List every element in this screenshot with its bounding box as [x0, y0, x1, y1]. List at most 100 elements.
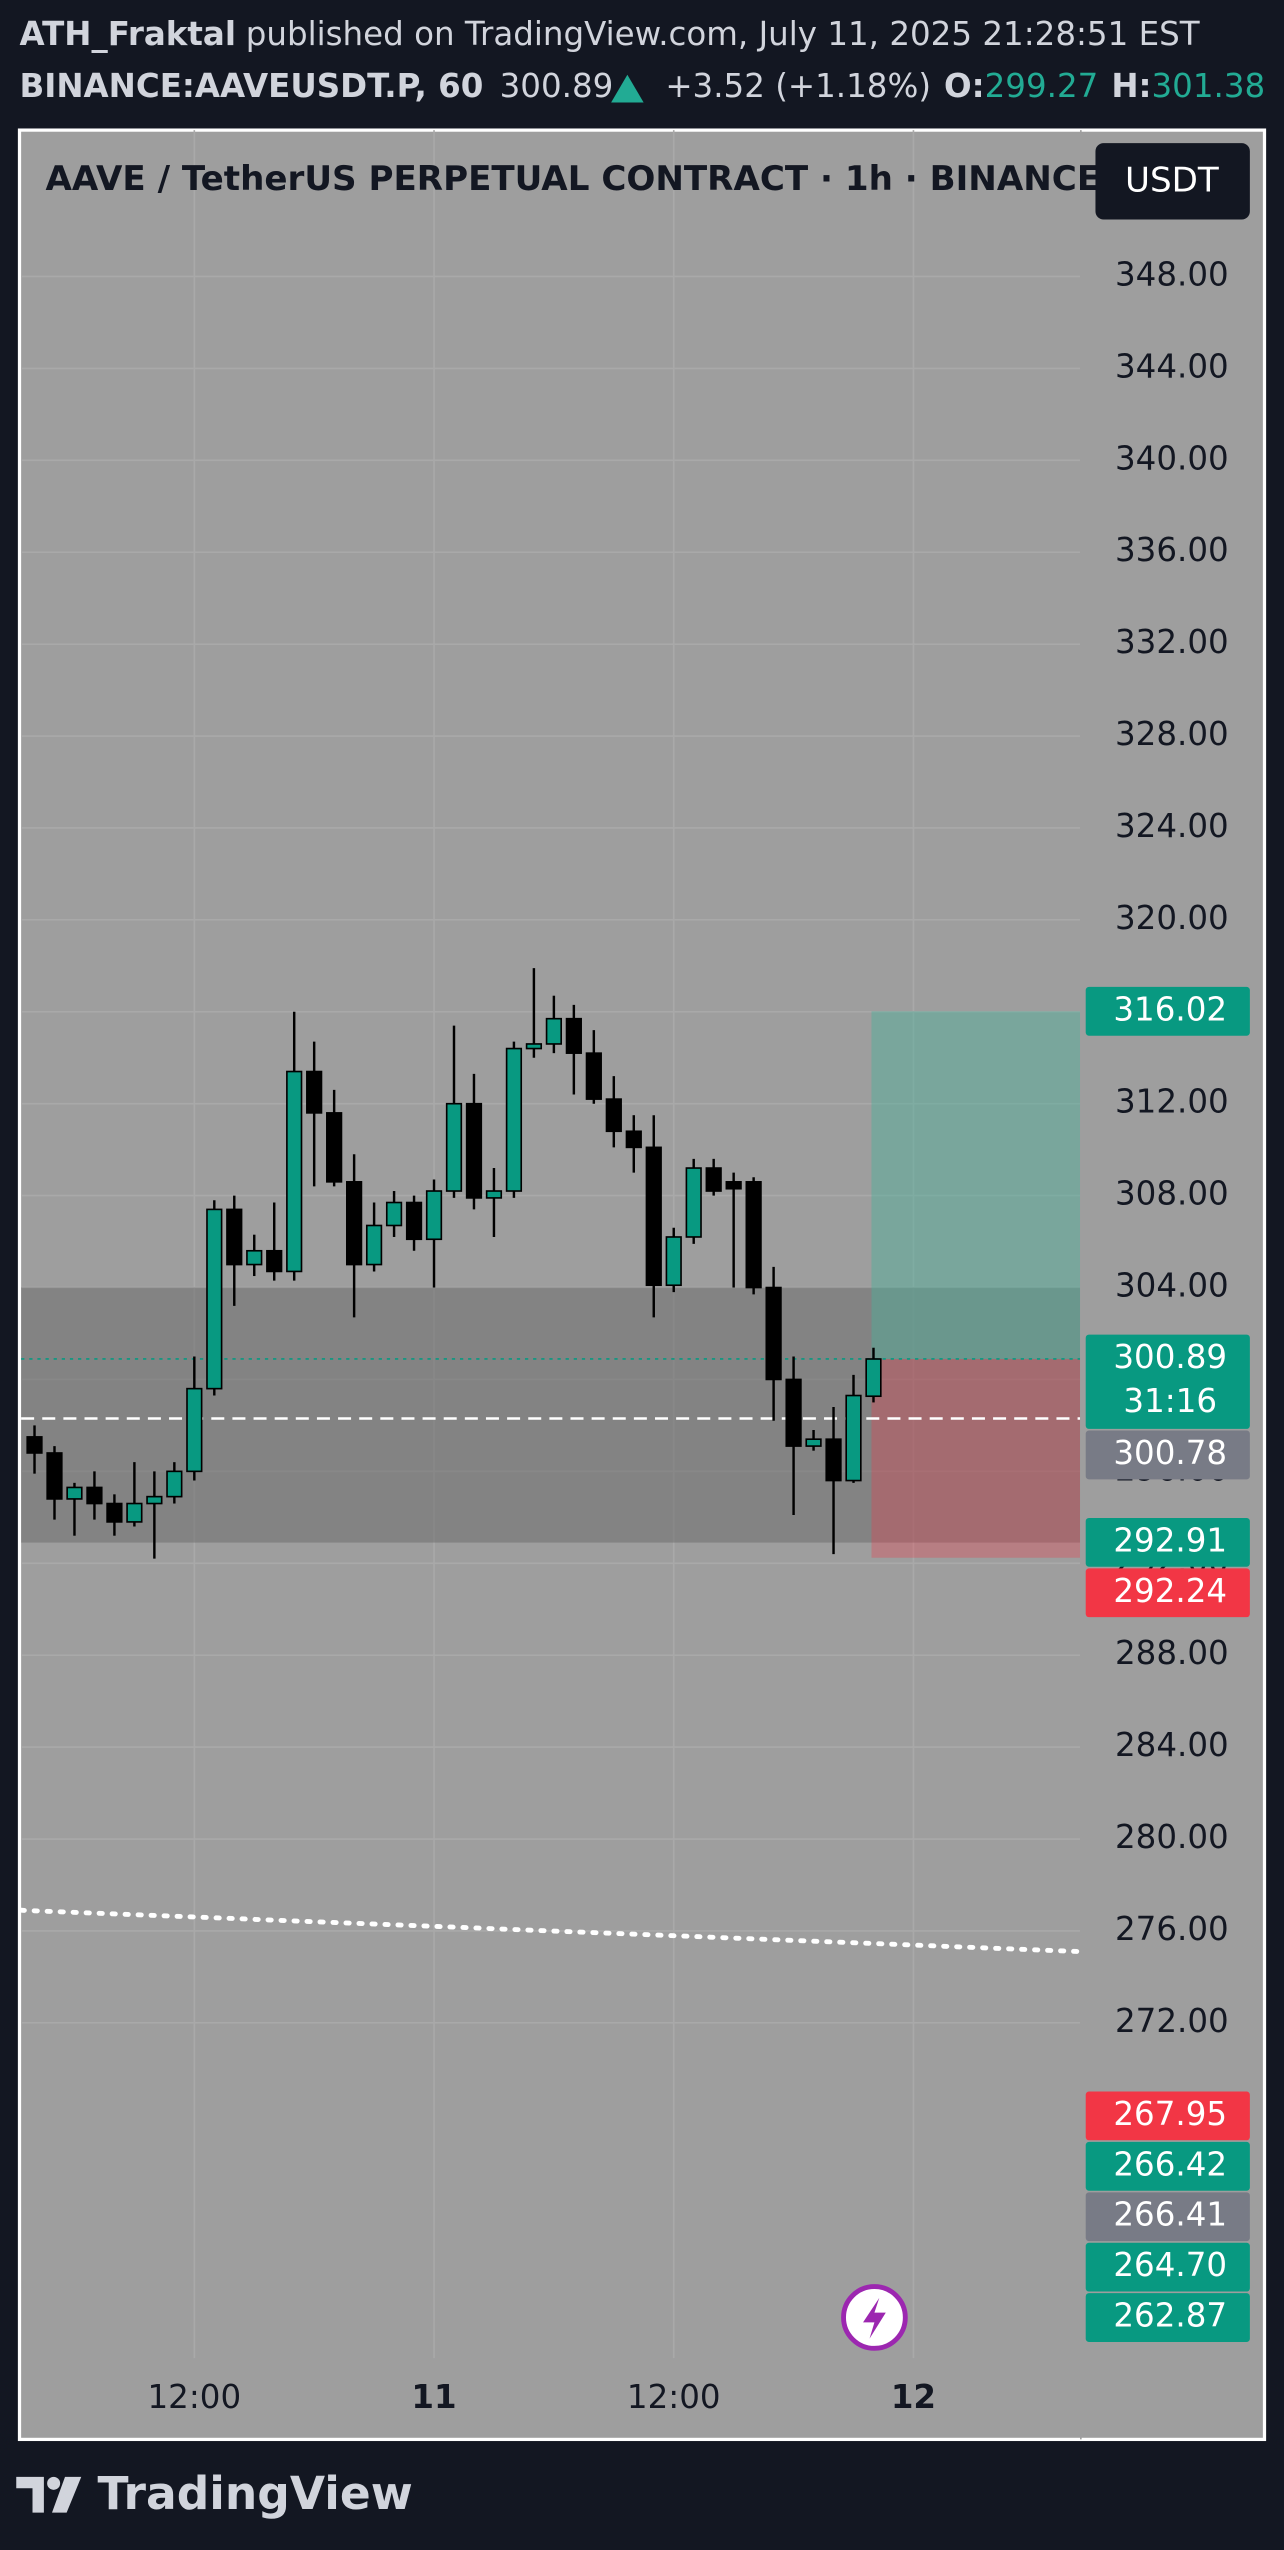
candle-body [705, 1167, 722, 1192]
price-label-box [1085, 1334, 1250, 1429]
candle-body [306, 1070, 323, 1114]
candle-body [206, 1208, 223, 1390]
logo-part [52, 2476, 82, 2513]
candle-body [66, 1486, 83, 1500]
price-label: 267.95 [1113, 2095, 1227, 2133]
price-label: 300.78 [1113, 1434, 1227, 1472]
candle-body [505, 1047, 523, 1192]
currency-button[interactable] [1095, 143, 1250, 220]
change: +3.52 (+1.18%) [665, 67, 931, 105]
price-label: 262.87 [1113, 2297, 1227, 2335]
candle-body [745, 1181, 762, 1289]
y-tick-label: 328.00 [1115, 715, 1229, 753]
y-tick-label: 272.00 [1115, 2002, 1229, 2040]
candle-body [46, 1452, 63, 1500]
candle-body [865, 1358, 882, 1398]
candle-body [106, 1502, 123, 1523]
candle-body [246, 1249, 263, 1266]
price-label: 264.70 [1113, 2246, 1227, 2284]
y-tick-label: 332.00 [1115, 623, 1229, 661]
logo-part [47, 2476, 61, 2490]
candle-body [385, 1201, 403, 1227]
up-arrow [611, 74, 644, 103]
x-tick-label: 12:00 [147, 2378, 241, 2416]
price-label-box [1085, 986, 1250, 1036]
candle-body [565, 1017, 582, 1054]
price-label-box [1085, 1430, 1250, 1480]
logo-part [16, 2476, 44, 2513]
price-label: 266.42 [1113, 2145, 1227, 2183]
y-tick-label: 348.00 [1115, 255, 1229, 293]
candle-body [345, 1181, 363, 1266]
lightning-icon[interactable] [841, 2284, 908, 2351]
price-label-box [1085, 1568, 1250, 1618]
candle-body [326, 1112, 343, 1183]
candle-body [126, 1502, 143, 1523]
brand: TradingView [98, 2467, 413, 2520]
candle-body [365, 1224, 383, 1266]
price-label: 300.89 [1113, 1338, 1227, 1376]
price-label-box [1085, 2242, 1250, 2292]
price-label-box [1085, 2192, 1250, 2242]
y-tick-label: 308.00 [1115, 1175, 1229, 1213]
candle-body [825, 1438, 842, 1482]
stop-box [871, 1358, 1081, 1558]
high-label: H: [1111, 67, 1151, 105]
published: published on TradingView.com, July 11, 2… [246, 15, 1200, 53]
candle-body [86, 1486, 103, 1505]
chart-pane [17, 128, 1267, 2442]
candle-body [765, 1286, 782, 1381]
y-tick-label: 336.00 [1115, 531, 1229, 569]
price-label-box [1085, 2141, 1250, 2191]
price-label-box [1085, 1517, 1250, 1567]
header-line-2: BINANCE:AAVEUSDT.P, 60 300.89 +3.52 (+1.18… [20, 67, 1266, 105]
candle-body [545, 1017, 563, 1045]
candle-body [186, 1387, 203, 1473]
candle-body [445, 1102, 463, 1192]
x-tick-label: 11 [411, 2378, 456, 2416]
candle-body [266, 1249, 283, 1273]
x-tick-label: 12 [891, 2378, 936, 2416]
candle-body [605, 1098, 622, 1133]
open: 299.27 [985, 67, 1099, 105]
y-tick-label: 340.00 [1115, 439, 1229, 477]
y-tick-label: 320.00 [1115, 899, 1229, 937]
target-box [871, 1011, 1081, 1359]
price-label: 292.24 [1113, 1572, 1227, 1610]
y-tick-label: 304.00 [1115, 1267, 1229, 1305]
candle-body [485, 1190, 503, 1199]
candle-body [405, 1201, 423, 1241]
candle-body [805, 1438, 822, 1447]
candle-body [845, 1394, 862, 1482]
currency: USDT [1125, 161, 1219, 201]
candle-body [625, 1130, 642, 1149]
candle-body [226, 1208, 243, 1266]
price-label: 316.02 [1113, 990, 1227, 1028]
price-label-box [1085, 2293, 1250, 2342]
high: 301.38 [1152, 67, 1266, 105]
open-label: O: [944, 67, 985, 105]
x-tick-label: 12:00 [627, 2378, 721, 2416]
candle-body [665, 1236, 682, 1287]
candle-body [685, 1167, 702, 1238]
candle-body [286, 1070, 303, 1273]
y-tick-label: 288.00 [1115, 1634, 1229, 1672]
candle-body [725, 1181, 742, 1190]
header-line-1: ATH_Fraktal published on TradingView.com,… [20, 15, 1200, 53]
candle-body [645, 1146, 662, 1287]
icon-bolt [863, 2297, 886, 2339]
y-tick-label: 276.00 [1115, 1910, 1229, 1948]
candle-body [465, 1102, 483, 1199]
candle-body [585, 1052, 602, 1100]
y-tick-label: 284.00 [1115, 1726, 1229, 1764]
chart-title: AAVE / TetherUS PERPETUAL CONTRACT · 1h … [46, 159, 1101, 199]
price-label: 292.91 [1113, 1521, 1227, 1559]
y-tick-label: 312.00 [1115, 1083, 1229, 1121]
brand-logo [16, 2476, 82, 2513]
candle-body [26, 1436, 43, 1454]
candle-body [785, 1378, 802, 1447]
plot: 348.00 344.00 340.00 336.00 332.00 328.00 324.… [18, 130, 1250, 2440]
dotted-line [18, 1907, 1084, 1955]
